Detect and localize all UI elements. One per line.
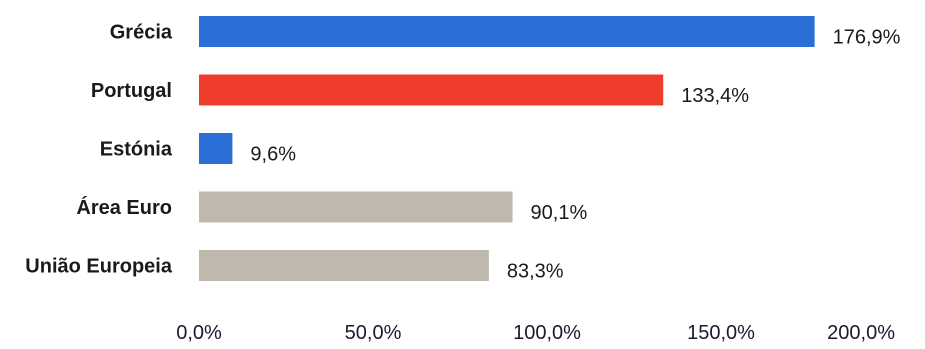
x-axis-tick-labels: 0,0% 50,0% 100,0% 150,0% 200,0% [176, 322, 895, 344]
bars-group [199, 16, 815, 281]
category-label-uniao-europeia: União Europeia [25, 256, 173, 278]
value-labels: 176,9% 133,4% 9,6% 90,1% 83,3% [250, 27, 900, 283]
category-label-portugal: Portugal [91, 80, 172, 102]
value-label-estonia: 9,6% [250, 144, 296, 166]
bar-grecia [199, 16, 815, 47]
bar-uniao-europeia [199, 250, 489, 281]
x-tick-label: 200,0% [827, 322, 895, 344]
value-label-area-euro: 90,1% [531, 202, 588, 224]
bar-portugal [199, 74, 664, 106]
bar-estonia [199, 133, 233, 164]
x-tick-label: 150,0% [687, 322, 755, 344]
x-tick-label: 50,0% [345, 322, 402, 344]
value-label-uniao-europeia: 83,3% [507, 261, 564, 283]
category-label-area-euro: Área Euro [76, 196, 172, 219]
bar-area-euro [199, 191, 513, 223]
x-tick-label: 0,0% [176, 322, 222, 344]
value-label-grecia: 176,9% [833, 27, 901, 49]
x-tick-label: 100,0% [513, 322, 581, 344]
category-labels: Grécia Portugal Estónia Área Euro União Euro… [25, 22, 173, 278]
category-label-estonia: Estónia [100, 139, 173, 161]
category-label-grecia: Grécia [110, 22, 173, 44]
value-label-portugal: 133,4% [681, 85, 749, 107]
